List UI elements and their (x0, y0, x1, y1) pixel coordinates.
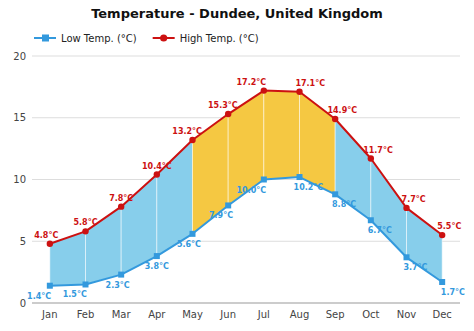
data-label: 6.7°C (368, 226, 392, 235)
x-axis-line (32, 303, 460, 304)
point (154, 253, 160, 259)
point (368, 155, 374, 161)
data-label: 11.7°C (363, 146, 393, 155)
point (261, 87, 267, 93)
legend-label: Low Temp. (°C) (61, 33, 137, 44)
point (154, 171, 160, 177)
data-label: 1.7°C (441, 288, 465, 297)
data-label: 15.3°C (208, 101, 238, 110)
x-tick-label: May (182, 309, 203, 320)
point (225, 111, 231, 117)
point (118, 272, 124, 278)
data-label: 10.4°C (142, 162, 172, 171)
point (332, 191, 338, 197)
y-tick-label: 20 (13, 51, 26, 62)
y-tick-label: 5 (20, 236, 26, 247)
legend: Low Temp. (°C) High Temp. (°C) (34, 33, 259, 44)
data-label: 5.5°C (437, 222, 461, 231)
x-tick-label: Nov (397, 309, 417, 320)
point (296, 89, 302, 95)
point (47, 283, 53, 289)
point (404, 254, 410, 260)
x-tick-label: Feb (77, 309, 95, 320)
band-segment (264, 91, 300, 180)
x-tick-label: Apr (148, 309, 166, 320)
point (118, 203, 124, 209)
y-tick-label: 15 (13, 112, 26, 123)
point (332, 116, 338, 122)
data-label: 7.9°C (209, 211, 233, 220)
x-tick-label: Dec (432, 309, 451, 320)
x-tick-label: Jul (257, 309, 270, 320)
x-tick-label: Sep (326, 309, 345, 320)
data-label: 10.2°C (294, 183, 324, 192)
series-line (50, 91, 442, 244)
legend-marker (42, 35, 49, 42)
point (439, 232, 445, 238)
point (297, 174, 303, 180)
point (368, 217, 374, 223)
data-label: 3.7°C (403, 263, 427, 272)
x-tick-label: Aug (290, 309, 310, 320)
data-label: 5.8°C (73, 218, 97, 227)
x-tick-label: Mar (112, 309, 132, 320)
data-label: 14.9°C (327, 106, 357, 115)
series-line (50, 177, 442, 286)
x-tick-label: Jan (41, 309, 57, 320)
data-label: 8.8°C (332, 200, 356, 209)
grid-line (32, 56, 460, 57)
y-tick-label: 0 (20, 298, 26, 309)
y-tick-label: 10 (13, 174, 26, 185)
point (82, 228, 88, 234)
legend-marker (160, 34, 167, 41)
plot-area (47, 87, 446, 288)
data-label: 1.5°C (63, 290, 87, 299)
data-label: 4.8°C (34, 231, 58, 240)
point (225, 202, 231, 208)
point (189, 137, 195, 143)
point (261, 177, 267, 183)
title: Temperature - Dundee, United Kingdom (91, 6, 383, 21)
data-label: 13.2°C (172, 127, 202, 136)
x-tick-label: Oct (362, 309, 379, 320)
data-label: 1.4°C (27, 292, 51, 301)
data-label: 7.7°C (402, 195, 426, 204)
data-label: 2.3°C (106, 281, 130, 290)
data-label: 17.2°C (237, 78, 267, 87)
point (403, 205, 409, 211)
data-label: 3.8°C (145, 262, 169, 271)
chart: Temperature - Dundee, United Kingdom 0 5 10… (0, 0, 474, 331)
point (47, 241, 53, 247)
data-label: 10.0°C (237, 186, 267, 195)
x-tick-label: Jun (219, 309, 236, 320)
point (439, 279, 445, 285)
data-label: 17.1°C (295, 79, 325, 88)
data-label: 7.8°C (109, 194, 133, 203)
point (83, 281, 89, 287)
data-label: 5.6°C (177, 240, 201, 249)
legend-label: High Temp. (°C) (180, 33, 259, 44)
band-segment (371, 159, 407, 258)
grid-line (32, 303, 460, 304)
point (190, 231, 196, 237)
